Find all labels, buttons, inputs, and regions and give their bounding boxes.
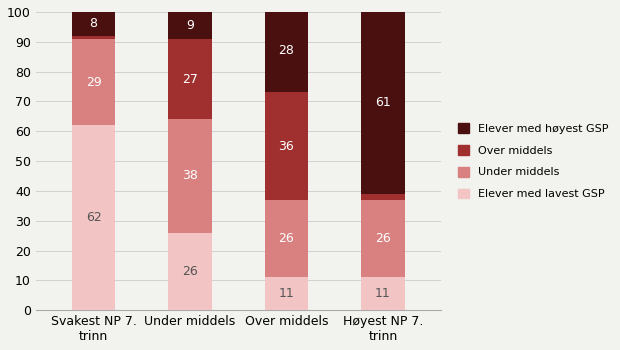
Bar — [168, 39, 211, 119]
Text: 62: 62 — [86, 211, 102, 224]
Bar — [72, 36, 115, 39]
Bar — [361, 12, 405, 194]
Text: 28: 28 — [278, 44, 294, 57]
Bar — [265, 9, 308, 92]
Text: 38: 38 — [182, 169, 198, 182]
Bar — [361, 194, 405, 200]
Bar — [361, 278, 405, 310]
Bar — [265, 92, 308, 200]
Bar — [168, 119, 211, 233]
Bar — [72, 12, 115, 36]
Bar — [265, 200, 308, 278]
Text: 11: 11 — [375, 287, 391, 300]
Text: 8: 8 — [89, 18, 97, 30]
Bar — [168, 12, 211, 39]
Text: 29: 29 — [86, 76, 102, 89]
Text: 11: 11 — [278, 287, 294, 300]
Text: 26: 26 — [182, 265, 198, 278]
Bar — [361, 200, 405, 278]
Text: 27: 27 — [182, 72, 198, 85]
Text: 9: 9 — [186, 19, 194, 32]
Bar — [72, 39, 115, 125]
Text: 26: 26 — [278, 232, 294, 245]
Legend: Elever med høyest GSP, Over middels, Under middels, Elever med lavest GSP: Elever med høyest GSP, Over middels, Und… — [454, 119, 611, 203]
Text: 36: 36 — [278, 140, 294, 153]
Bar — [168, 233, 211, 310]
Text: 26: 26 — [375, 232, 391, 245]
Bar — [72, 125, 115, 310]
Bar — [265, 278, 308, 310]
Text: 61: 61 — [375, 96, 391, 110]
